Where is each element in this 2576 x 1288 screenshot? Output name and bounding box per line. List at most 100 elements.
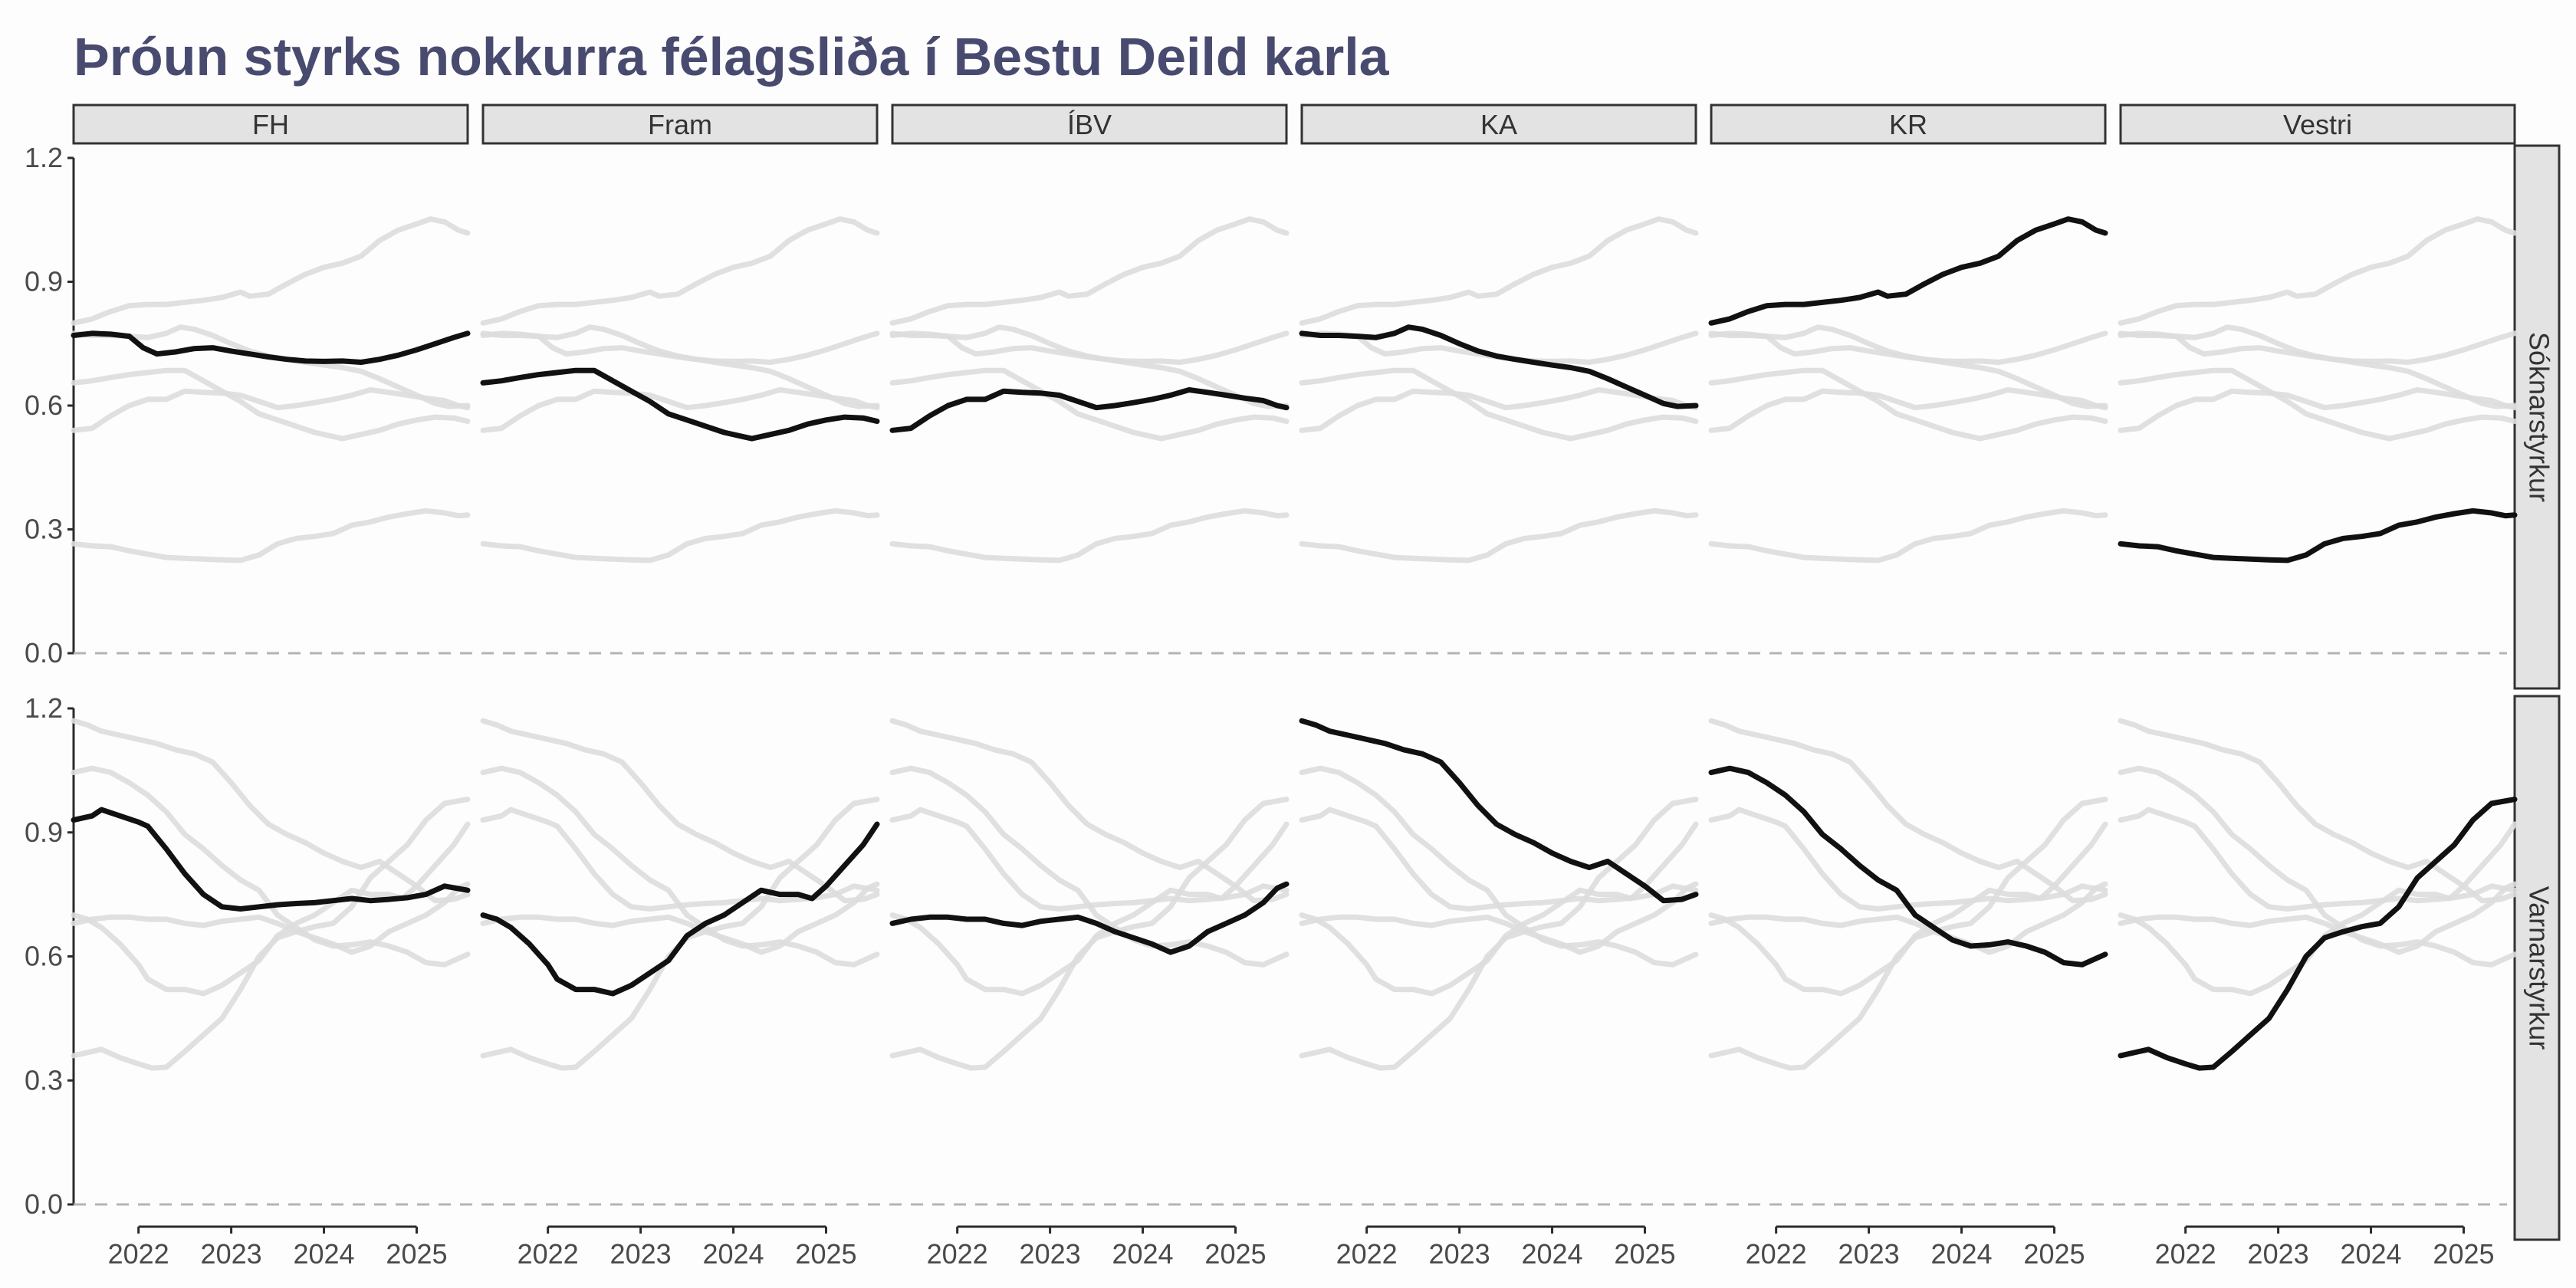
context-series-line-vestri (1708, 508, 2108, 564)
context-series-line-íbv (2118, 881, 2518, 955)
y-tick-label: 0.6 (25, 941, 63, 972)
x-tick-label: 2025 (386, 1238, 447, 1270)
context-series-line-vestri (480, 508, 880, 564)
context-series-line-kr (480, 216, 880, 326)
context-series-line-fram (1708, 367, 2108, 442)
x-tick-label: 2024 (293, 1238, 354, 1270)
panel-fh-defense (71, 718, 471, 1071)
highlight-series-line-íbv (889, 387, 1290, 433)
y-tick-label: 0.9 (25, 816, 63, 848)
y-axis-row-1: 0.0 0.3 0.6 0.9 1.2 (25, 692, 2507, 1220)
x-tick-label: 2023 (610, 1238, 672, 1270)
context-series-line-kr (71, 216, 471, 326)
x-tick-label: 2022 (108, 1238, 169, 1270)
x-tick-label: 2023 (1429, 1238, 1490, 1270)
y-axis-row-0: 0.0 0.3 0.6 0.9 1.2 (25, 142, 2507, 669)
facet-strip-label: FH (252, 109, 289, 140)
y-tick-label: 1.2 (25, 692, 63, 724)
y-tick-label: 1.2 (25, 142, 63, 173)
x-tick-label: 2025 (1614, 1238, 1675, 1270)
context-series-line-kr (1299, 765, 1699, 968)
highlight-series-line-fram (480, 367, 880, 442)
x-tick-label: 2022 (1336, 1238, 1398, 1270)
context-series-line-ka (2118, 718, 2518, 904)
context-series-line-ka (1708, 324, 2108, 409)
panel-íbv-attack (889, 216, 1290, 564)
row-strip-0: Sóknarstyrkur (2513, 144, 2561, 690)
x-tick-label: 2024 (1930, 1238, 1992, 1270)
facet-strip-ka: KA (1300, 104, 1697, 145)
panel-kr-attack (1708, 216, 2108, 564)
x-tick-label: 2022 (2155, 1238, 2216, 1270)
chart-body: FH Fram ÍBV KA KR Vestri Sóknarstyrkur Varnarst… (25, 104, 2561, 1270)
context-series-line-vestri (71, 508, 471, 564)
x-tick-label: 2024 (1521, 1238, 1582, 1270)
x-axis-kr: 2022 2023 2024 2025 (1746, 1225, 2085, 1270)
panel-kr-defense (1708, 718, 2108, 1071)
highlight-series-line-fram (480, 821, 880, 997)
facet-strip-box (2119, 104, 2516, 145)
x-tick-label: 2025 (2023, 1238, 2085, 1270)
facet-strip-vestri: Vestri (2119, 104, 2516, 145)
x-axis-vestri: 2022 2023 2024 2025 (2155, 1225, 2495, 1270)
context-series-line-fram (2118, 367, 2518, 442)
x-tick-label: 2025 (2433, 1238, 2494, 1270)
highlight-series-line-kr (1708, 765, 2108, 968)
context-series-line-vestri (480, 797, 880, 1071)
panel-íbv-defense (889, 718, 1290, 1071)
x-tick-label: 2023 (201, 1238, 262, 1270)
highlight-series-line-fh (71, 807, 471, 912)
x-tick-label: 2023 (1838, 1238, 1900, 1270)
x-tick-label: 2023 (1020, 1238, 1081, 1270)
context-series-line-ka (71, 718, 471, 904)
x-axis-íbv: 2022 2023 2024 2025 (927, 1225, 1267, 1270)
context-series-line-íbv (1299, 881, 1699, 955)
facet-strip-box (481, 104, 879, 145)
x-tick-label: 2025 (1204, 1238, 1266, 1270)
context-series-line-vestri (71, 797, 471, 1071)
facet-strip-box (1300, 104, 1697, 145)
y-tick-label: 0.6 (25, 389, 63, 421)
context-series-line-kr (71, 765, 471, 968)
panel-fram-attack (480, 216, 880, 564)
context-series-line-vestri (1299, 797, 1699, 1071)
x-tick-label: 2023 (2248, 1238, 2309, 1270)
chart-title: Þróun styrks nokkurra félagsliða í Bestu… (74, 27, 1390, 87)
context-series-line-íbv (480, 881, 880, 955)
x-axis-fram: 2022 2023 2024 2025 (518, 1225, 857, 1270)
highlight-series-line-vestri (2118, 508, 2518, 564)
row-strip-box (2513, 695, 2561, 1241)
x-tick-label: 2022 (927, 1238, 988, 1270)
y-tick-label: 0.3 (25, 1064, 63, 1096)
row-strip-label: Sóknarstyrkur (2523, 332, 2555, 502)
facet-strip-box (891, 104, 1288, 145)
panel-vestri-attack (2118, 216, 2518, 564)
x-tick-label: 2024 (2340, 1238, 2401, 1270)
context-series-line-kr (1299, 216, 1699, 326)
context-series-line-íbv (1708, 881, 2108, 955)
context-series-line-ka (2118, 324, 2518, 409)
x-axis-ka: 2022 2023 2024 2025 (1336, 1225, 1676, 1270)
context-series-line-vestri (889, 508, 1290, 564)
y-tick-label: 0.0 (25, 1188, 63, 1220)
context-series-line-ka (889, 324, 1290, 409)
context-series-line-kr (2118, 216, 2518, 326)
y-tick-label: 0.3 (25, 514, 63, 545)
facet-strip-kr: KR (1710, 104, 2107, 145)
panel-fh-attack (71, 216, 471, 564)
facet-strip-box (1710, 104, 2107, 145)
context-series-line-ka (480, 718, 880, 904)
y-tick-label: 0.9 (25, 266, 63, 297)
context-series-line-fram (1299, 367, 1699, 442)
x-axis-fh: 2022 2023 2024 2025 (108, 1225, 448, 1270)
facet-strip-label: ÍBV (1067, 109, 1112, 140)
context-series-line-fram (71, 367, 471, 442)
row-strip-1: Varnarstyrkur (2513, 695, 2561, 1241)
highlight-series-line-kr (1708, 216, 2108, 326)
facet-strip-íbv: ÍBV (891, 104, 1288, 145)
context-series-line-vestri (889, 797, 1290, 1071)
context-series-line-kr (2118, 765, 2518, 968)
highlight-series-line-fh (71, 330, 471, 365)
context-series-line-íbv (71, 881, 471, 955)
